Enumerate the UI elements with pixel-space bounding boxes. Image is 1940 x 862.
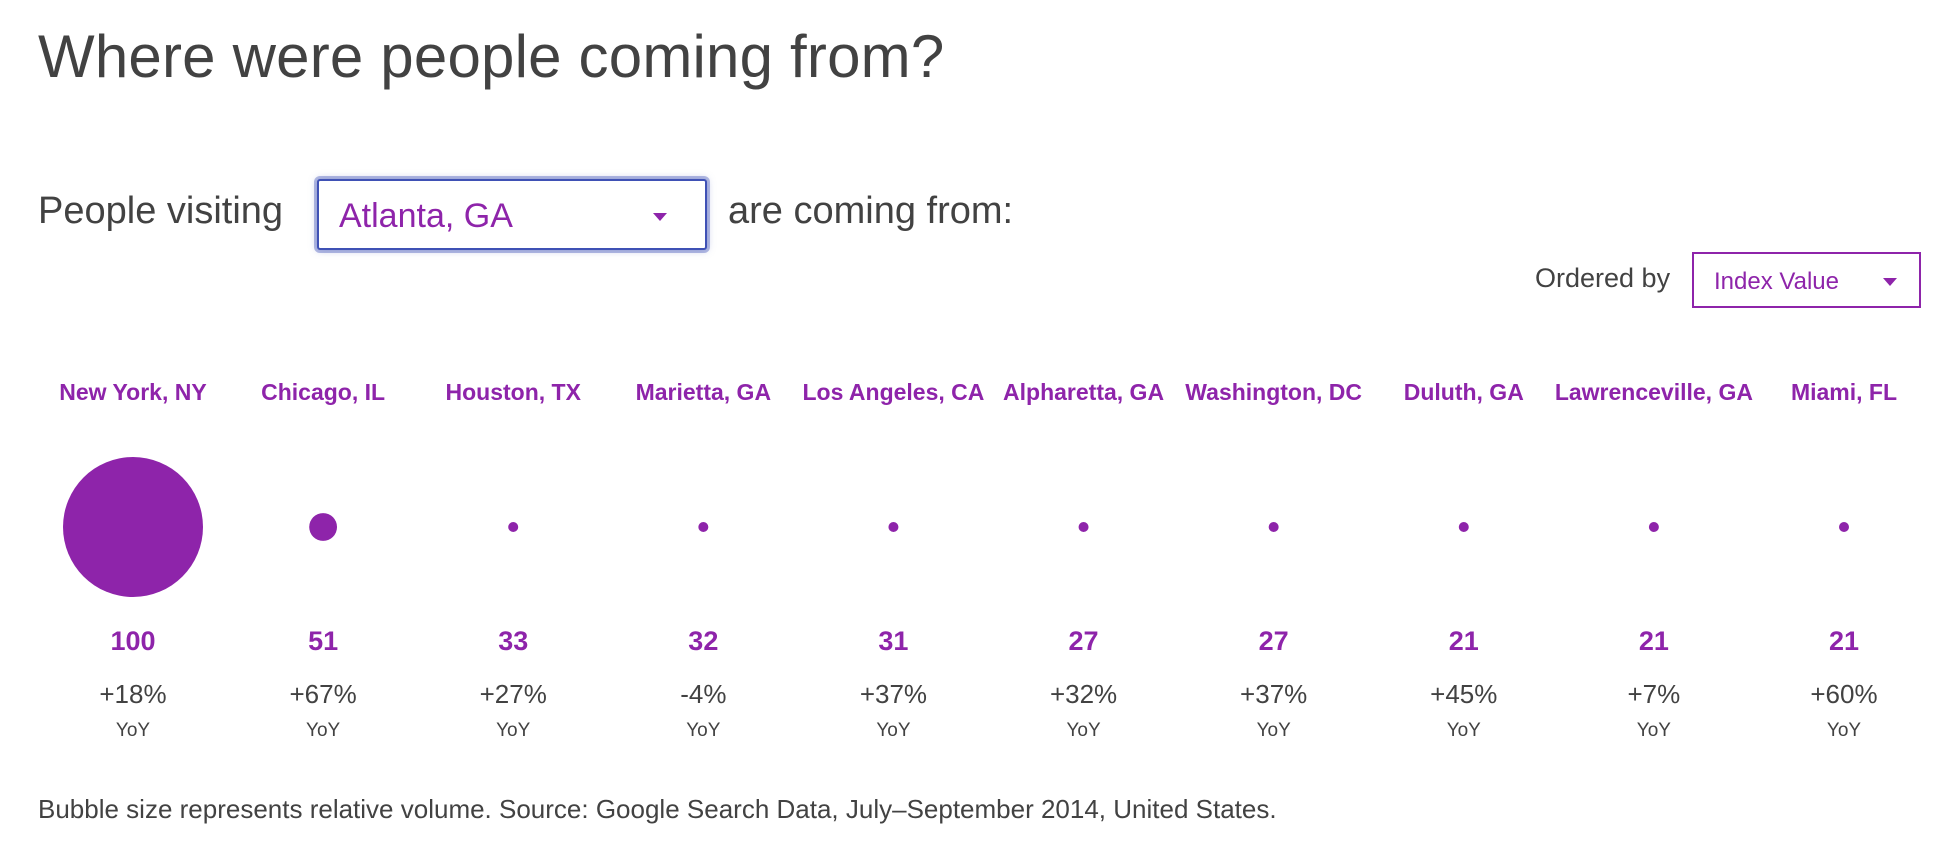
chevron-down-icon — [1883, 278, 1897, 286]
bubble[interactable] — [888, 522, 899, 532]
coming-from-label: are coming from: — [728, 190, 1014, 232]
yoy-change: +67% — [289, 679, 356, 709]
yoy-label: YoY — [116, 720, 150, 741]
index-value: 27 — [1259, 626, 1289, 656]
index-value: 32 — [688, 626, 718, 656]
yoy-change: +37% — [1240, 679, 1307, 709]
yoy-change: -4% — [680, 679, 726, 709]
bubble[interactable] — [1648, 522, 1659, 532]
city-label[interactable]: Duluth, GA — [1404, 379, 1524, 405]
yoy-change: +27% — [480, 679, 547, 709]
city-label[interactable]: Chicago, IL — [261, 379, 385, 405]
yoy-change: +37% — [860, 679, 927, 709]
bubble[interactable] — [309, 513, 338, 541]
yoy-label: YoY — [1257, 720, 1291, 741]
yoy-label: YoY — [1637, 720, 1671, 741]
yoy-change: +32% — [1050, 679, 1117, 709]
visiting-label: People visiting — [38, 190, 284, 232]
index-value: 21 — [1639, 626, 1669, 656]
yoy-change: +45% — [1430, 679, 1497, 709]
city-label[interactable]: Miami, FL — [1791, 379, 1897, 405]
city-label[interactable]: Lawrenceville, GA — [1555, 379, 1753, 405]
city-select[interactable]: Atlanta, GA — [317, 179, 707, 250]
order-select-value: Index Value — [1714, 268, 1839, 295]
bubble[interactable] — [698, 522, 709, 532]
yoy-change: +7% — [1628, 679, 1681, 709]
city-label[interactable]: Washington, DC — [1185, 379, 1362, 405]
yoy-label: YoY — [306, 720, 340, 741]
bubble[interactable] — [1839, 522, 1849, 532]
index-value: 31 — [878, 626, 908, 656]
city-label[interactable]: Los Angeles, CA — [802, 379, 984, 405]
city-label[interactable]: Houston, TX — [446, 379, 582, 405]
order-select[interactable]: Index Value — [1692, 252, 1921, 308]
yoy-label: YoY — [686, 720, 720, 741]
bubble[interactable] — [1268, 522, 1279, 532]
yoy-change: +18% — [99, 679, 166, 709]
bubble[interactable] — [1078, 522, 1089, 532]
city-label[interactable]: New York, NY — [59, 379, 206, 405]
yoy-label: YoY — [876, 720, 910, 741]
page-title: Where were people coming from? — [38, 23, 945, 90]
bubble[interactable] — [63, 457, 203, 597]
index-value: 51 — [308, 626, 338, 656]
city-label[interactable]: Marietta, GA — [636, 379, 771, 405]
city-select-value: Atlanta, GA — [339, 197, 513, 235]
yoy-label: YoY — [1447, 720, 1481, 741]
yoy-change: +60% — [1810, 679, 1877, 709]
index-value: 33 — [498, 626, 528, 656]
yoy-label: YoY — [1827, 720, 1861, 741]
city-label[interactable]: Alpharetta, GA — [1003, 379, 1164, 405]
index-value: 27 — [1069, 626, 1099, 656]
order-label: Ordered by — [1535, 263, 1671, 293]
footnote: Bubble size represents relative volume. … — [38, 794, 1277, 824]
bubble[interactable] — [1458, 522, 1469, 532]
index-value: 21 — [1829, 626, 1859, 656]
chevron-down-icon — [653, 213, 667, 221]
index-value: 21 — [1449, 626, 1479, 656]
yoy-label: YoY — [496, 720, 530, 741]
yoy-label: YoY — [1066, 720, 1100, 741]
bubble-chart: New York, NY 100 +18% YoY Chicago, IL 51 +67% Y… — [59, 379, 1897, 741]
index-value: 100 — [110, 626, 155, 656]
bubble[interactable] — [508, 522, 519, 532]
